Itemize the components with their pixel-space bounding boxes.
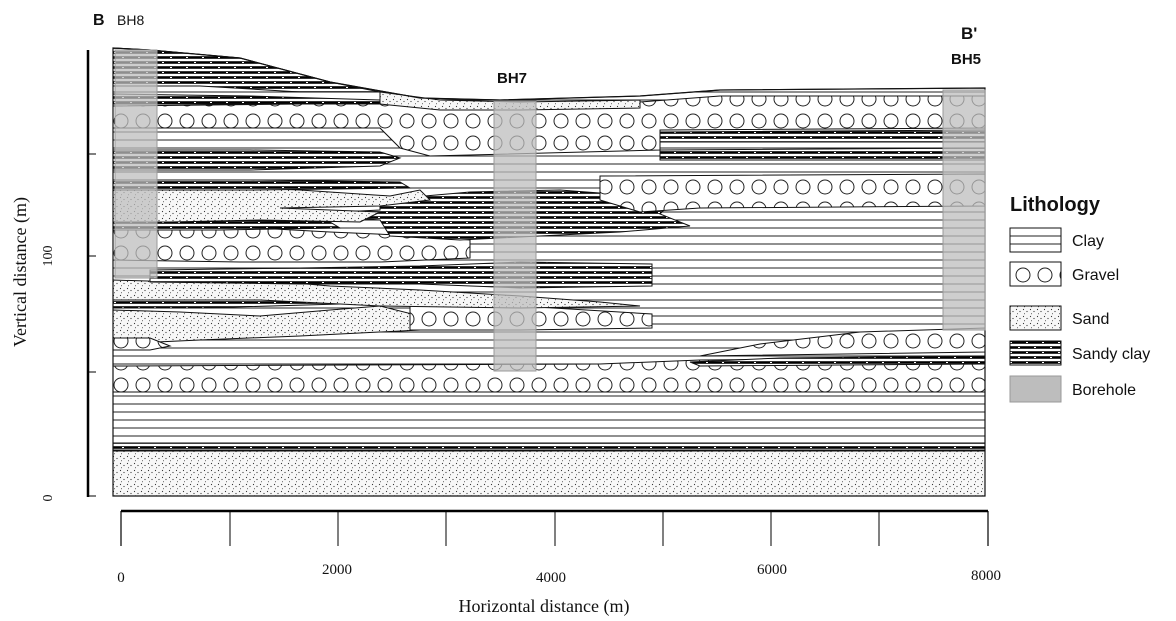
- legend-label-borehole: Borehole: [1072, 382, 1136, 399]
- legend-swatch-borehole: [1009, 375, 1062, 403]
- sand-lens-upper-left: [112, 185, 432, 223]
- legend-swatch-sandyclay: [1009, 340, 1062, 366]
- x-tick-label-0: 0: [117, 570, 125, 586]
- y-axis-label: Vertical distance (m): [10, 197, 31, 347]
- x-tick-label-8000: 8000: [971, 568, 1001, 584]
- sandyclay-band-left-2: [112, 179, 412, 191]
- sand-cap-top: [379, 91, 641, 111]
- legend-item-borehole: Borehole: [1009, 375, 1136, 403]
- sand-layer-bottom: [112, 450, 986, 497]
- sandyclay-layer-bottom: [112, 442, 986, 451]
- x-axis-label: Horizontal distance (m): [459, 596, 630, 617]
- legend-item-gravel: Gravel: [1009, 261, 1119, 287]
- legend-swatch-sand: [1009, 305, 1062, 331]
- sandyclay-band-right-upper: [659, 129, 986, 143]
- borehole-bh8: [114, 49, 158, 279]
- borehole-label-bh5: BH5: [951, 51, 981, 68]
- borehole-label-bh7: BH7: [497, 70, 527, 87]
- gravel-layer-upper-right: [599, 173, 986, 213]
- legend: Lithology Clay Gravel Sand Sandy clay Bo…: [1009, 194, 1150, 403]
- legend-item-sand: Sand: [1009, 305, 1109, 331]
- legend-title: Lithology: [1010, 194, 1101, 216]
- legend-swatch-clay: [1009, 227, 1062, 253]
- borehole-bh5: [942, 89, 986, 331]
- section-start-label: B: [93, 12, 105, 29]
- borehole-label-bh8: BH8: [117, 12, 144, 28]
- y-axis: [86, 50, 96, 497]
- legend-label-sandyclay: Sandy clay: [1072, 346, 1150, 363]
- sandyclay-band-right-mid: [659, 147, 986, 161]
- x-tick-label-6000: 6000: [757, 562, 787, 578]
- y-tick-label-0: 0: [41, 495, 56, 502]
- legend-label-clay: Clay: [1072, 233, 1104, 250]
- legend-item-clay: Clay: [1009, 227, 1104, 253]
- legend-item-sandyclay: Sandy clay: [1009, 340, 1150, 366]
- section-outline: [112, 47, 986, 497]
- x-axis: [120, 509, 989, 546]
- gravel-lens-right-lower: [699, 327, 986, 357]
- x-tick-label-4000: 4000: [536, 570, 566, 586]
- legend-swatch-gravel: [1009, 261, 1062, 287]
- legend-label-gravel: Gravel: [1072, 267, 1119, 284]
- borehole-bh7: [493, 100, 537, 372]
- y-tick-label-100: 100: [41, 246, 56, 267]
- lithology-section: [112, 47, 986, 497]
- legend-label-sand: Sand: [1072, 311, 1109, 328]
- x-tick-label-2000: 2000: [322, 562, 352, 578]
- section-end-label: B': [961, 24, 977, 43]
